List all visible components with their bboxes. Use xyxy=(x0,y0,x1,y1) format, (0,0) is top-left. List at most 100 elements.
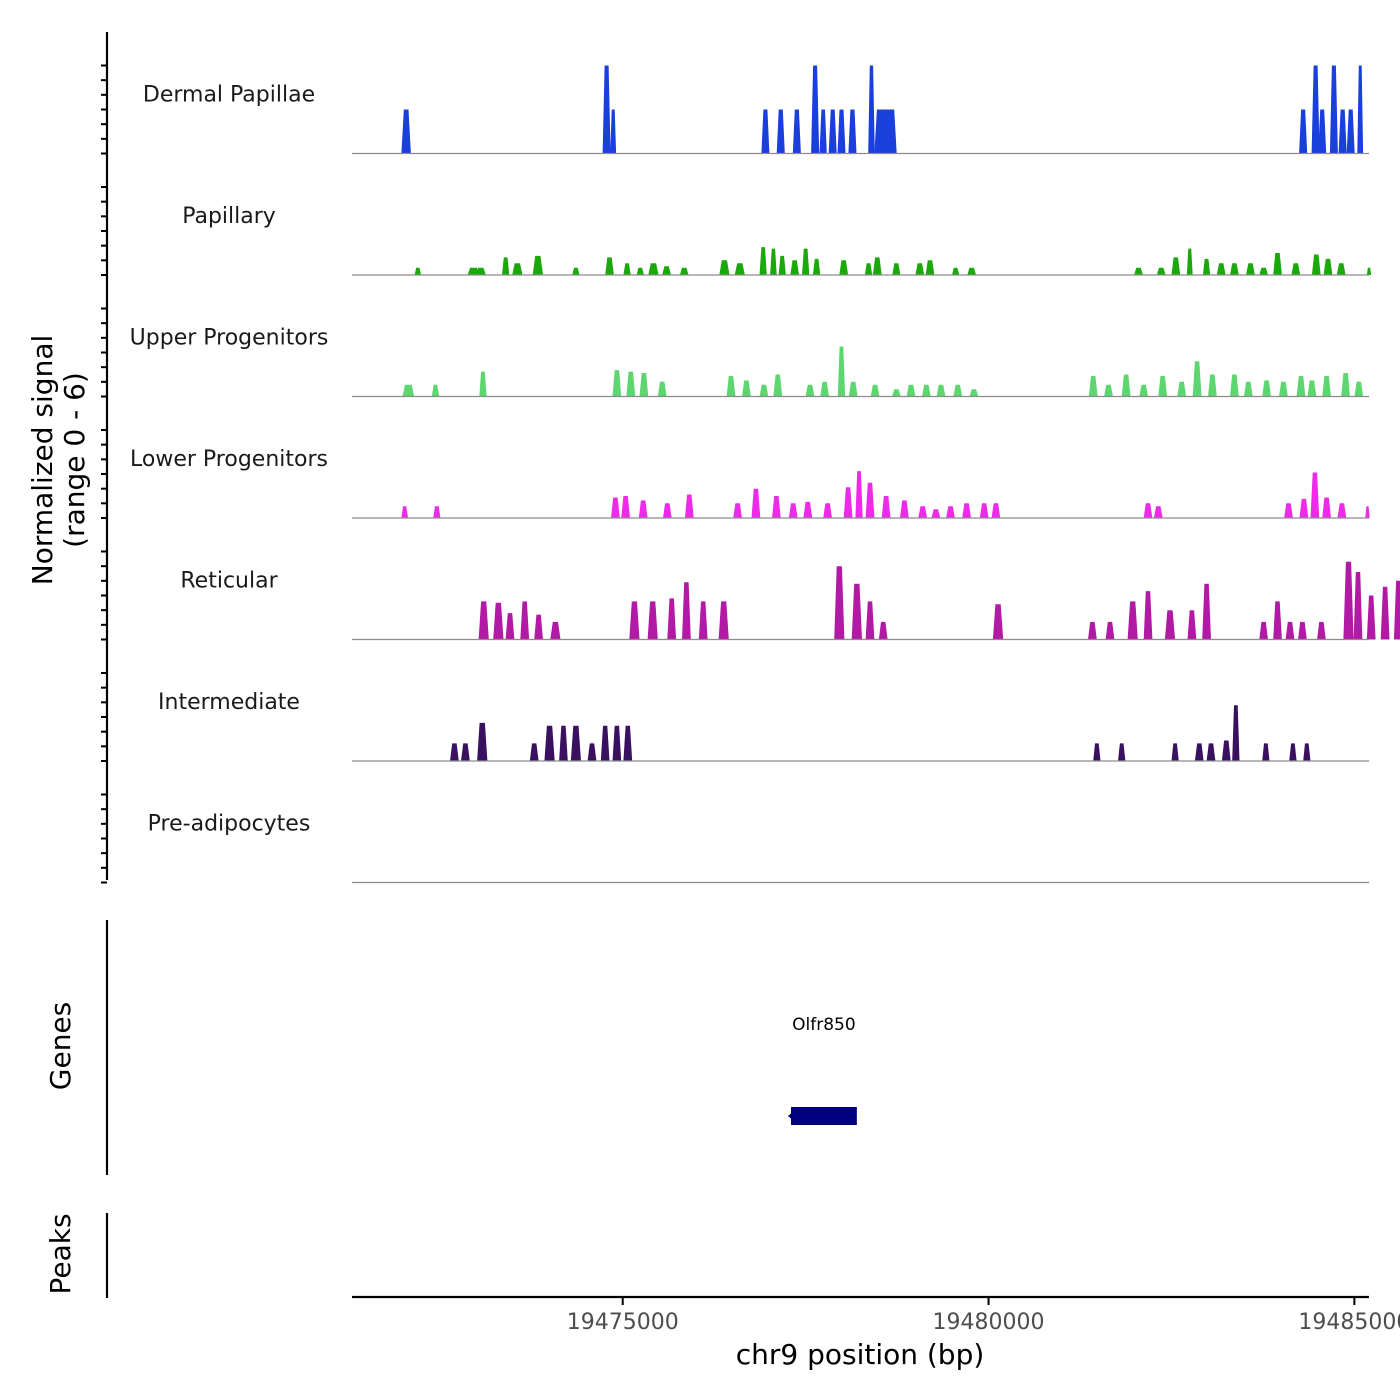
signal-peak xyxy=(1303,743,1311,761)
signal-peak xyxy=(623,725,633,761)
signal-peak xyxy=(733,503,742,518)
signal-peak xyxy=(667,598,677,640)
signal-peak xyxy=(1299,498,1309,518)
signal-peak xyxy=(848,109,857,154)
signal-peak xyxy=(647,601,658,640)
signal-peak xyxy=(967,267,977,275)
signal-peak xyxy=(864,263,873,275)
x-axis-ticks: 19475000 19480000 19485000 xyxy=(567,1297,1400,1335)
signal-peak xyxy=(682,582,691,640)
signal-peak xyxy=(918,506,928,518)
signal-peak xyxy=(1156,267,1166,275)
signal-peak xyxy=(788,503,798,518)
signal-peak xyxy=(1393,580,1400,640)
signal-peak xyxy=(612,370,622,397)
signal-peak xyxy=(550,621,561,640)
track-reticular: Reticular xyxy=(180,561,1400,641)
signal-peak xyxy=(1164,610,1176,640)
signal-peak xyxy=(819,109,827,154)
signal-peak xyxy=(1310,472,1320,518)
signal-peak xyxy=(512,263,523,275)
signal-peak xyxy=(1171,743,1179,761)
signal-peak xyxy=(1171,257,1181,275)
signal-peak xyxy=(600,725,610,761)
signal-peak xyxy=(461,743,470,761)
signal-peak xyxy=(906,384,916,397)
signal-peak xyxy=(1318,109,1327,154)
track-lower-progenitors: Lower Progenitors xyxy=(130,447,1370,519)
signal-peak xyxy=(1153,506,1163,518)
signal-peak xyxy=(636,267,644,275)
x-tick-label: 19480000 xyxy=(933,1310,1045,1335)
signal-peak xyxy=(837,109,846,154)
signal-peak xyxy=(936,384,946,397)
track-label-upper-progenitors: Upper Progenitors xyxy=(130,325,329,350)
signal-peak xyxy=(1143,503,1153,518)
genes-y-axis-title: Genes xyxy=(44,1002,77,1090)
signal-peak xyxy=(1284,503,1293,518)
signal-peak xyxy=(761,109,770,154)
signal-peak xyxy=(1208,374,1217,397)
signal-peak xyxy=(811,65,820,154)
signal-peak xyxy=(626,371,636,397)
signal-peak xyxy=(878,621,888,640)
signal-peak xyxy=(477,722,488,761)
signal-peak xyxy=(962,503,971,518)
signal-peak xyxy=(431,384,440,397)
signal-peak xyxy=(611,497,620,518)
signal-peak xyxy=(1279,381,1288,397)
signal-peak xyxy=(612,725,622,761)
signal-y-axis-title-line1: Normalized signal xyxy=(26,335,59,586)
signal-peak xyxy=(946,506,955,518)
signal-peak xyxy=(952,267,960,275)
signal-peak xyxy=(1323,258,1333,275)
signal-peak xyxy=(900,500,909,518)
signal-peak xyxy=(572,267,580,275)
signal-peak xyxy=(1273,253,1282,275)
signal-peak xyxy=(684,494,694,518)
signal-peak xyxy=(648,263,659,275)
signal-peak xyxy=(759,247,767,275)
signal-peak xyxy=(402,384,415,397)
signal-peak xyxy=(734,263,745,275)
signal-peak xyxy=(502,257,510,275)
signal-peak xyxy=(922,384,931,397)
signal-peak xyxy=(892,263,901,275)
signal-peak xyxy=(770,248,777,275)
signal-peak xyxy=(1088,376,1098,397)
signal-peak xyxy=(805,384,815,397)
signal-peak xyxy=(1259,621,1268,640)
signal-peak xyxy=(662,266,671,275)
signal-peak xyxy=(1127,601,1138,640)
signal-peak xyxy=(1354,381,1364,397)
signal-peak xyxy=(1380,586,1390,640)
signal-peak xyxy=(534,614,543,640)
signal-peak xyxy=(414,267,422,275)
signal-peak xyxy=(1322,376,1331,397)
signal-peak xyxy=(848,381,858,397)
signal-peak xyxy=(1285,621,1295,640)
signal-peak xyxy=(839,260,849,275)
signal-peak xyxy=(881,496,891,518)
track-label-reticular: Reticular xyxy=(180,568,278,593)
signal-peak xyxy=(505,613,515,640)
signal-peak xyxy=(1341,373,1350,397)
signal-peak xyxy=(1346,109,1355,154)
signal-peak xyxy=(532,255,543,275)
signal-peak xyxy=(621,496,630,518)
signal-peak xyxy=(401,109,411,154)
track-pre-adipocytes: Pre-adipocytes xyxy=(148,811,1369,884)
signal-peak xyxy=(1311,65,1320,154)
signal-peak xyxy=(855,471,863,518)
signal-peak xyxy=(1104,384,1113,397)
signal-peak xyxy=(475,267,486,275)
signal-peak xyxy=(1243,381,1253,397)
signal-peak xyxy=(778,255,786,275)
signal-peak xyxy=(1317,621,1326,640)
signal-peak xyxy=(1216,263,1226,275)
signal-peak xyxy=(1311,254,1321,275)
signal-peak xyxy=(1289,743,1297,761)
signal-peak xyxy=(872,257,882,275)
signal-peak xyxy=(1299,109,1308,154)
